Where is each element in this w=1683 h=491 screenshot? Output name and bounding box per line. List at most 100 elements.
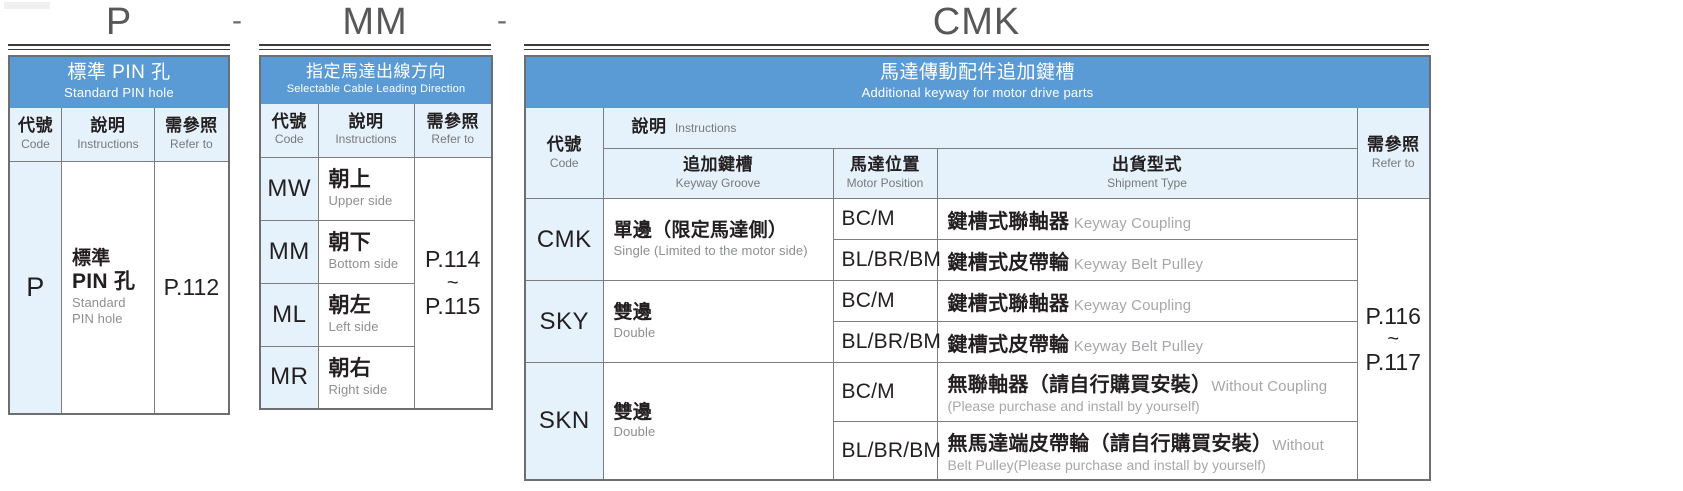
col-header-refer-en: Refer to [1371,155,1415,170]
row-refer-cmk: P.116 ~ P.117 [1356,198,1431,481]
row-refer-cmk-to: P.117 [1365,349,1421,376]
code-title-cmk: CMK [932,1,1021,43]
col-header-motor-position: 馬達位置 Motor Position [832,148,938,200]
row-refer-mm: P.114 ~ P.115 [413,156,493,410]
row-desc-p: 標準 PIN 孔 Standard PIN hole [60,161,155,415]
table-cmk-header: 馬達傳動配件追加鍵槽 Additional keyway for motor d… [524,55,1431,109]
col-header-code-en: Code [274,132,304,147]
col-header-code: 代號 Code [524,107,604,200]
row-code-p: P [8,161,62,415]
row-keyway-skn-zh: 雙邊 [613,401,653,423]
row-shipment-zh: 無聯軸器（請自行購買安裝） [947,374,1212,397]
col-header-code-zh: 代號 [17,116,53,136]
col-header-refer-en: Refer to [431,132,475,147]
table-row: SKY 雙邊 Double BC/M 鍵槽式聯軸器 Keyway Couplin… [524,280,1430,364]
separator-dash-2: - [497,4,507,37]
row-code-cmk: CMK [524,198,604,282]
table-row: MW 朝上 Upper side P.114 ~ P.115 [259,156,493,410]
row-shipment-en: Without [1272,436,1324,454]
row-keyway-sky-en: Double [613,324,656,340]
table-p-header-zh: 標準 PIN 孔 [67,62,171,83]
group-cmk: CMK 馬達傳動配件追加鍵槽 Additional keyway for mot… [524,0,1431,482]
row-desc-mr-zh: 朝右 [328,356,372,380]
table-p: 標準 PIN 孔 Standard PIN hole 代號 Code 說明 In… [8,55,230,415]
rule-p [8,44,230,50]
col-header-instructions-zh: 說明 [631,117,667,137]
row-shipment-zh: 鍵槽式聯軸器 [947,292,1070,315]
col-header-code-en: Code [549,155,579,170]
row-desc-p-en2: PIN hole [71,310,123,326]
col-header-refer: 需參照 Refer to [153,107,230,163]
rule-mm [259,44,491,50]
code-title-mm: MM [342,1,408,43]
row-refer-cmk-from: P.116 [1365,302,1421,329]
col-header-code: 代號 Code [259,102,319,158]
row-shipment-en: Keyway Belt Pulley [1073,255,1204,273]
table-mm-header: 指定馬達出線方向 Selectable Cable Leading Direct… [259,55,493,104]
col-header-instructions: 說明 Instructions [317,102,415,158]
group-p: P 標準 PIN 孔 Standard PIN hole 代號 Code 說明 … [8,0,230,415]
row-desc-ml-en: Left side [328,318,379,334]
row-shipment: 無聯軸器（請自行購買安裝）Without Coupling (Please pu… [936,362,1358,422]
row-code-skn: SKN [524,362,604,481]
group-mm: MM 指定馬達出線方向 Selectable Cable Leading Dir… [259,0,494,411]
table-row: MM 朝下 Bottom side [259,219,492,284]
row-keyway-cmk-en: Single (Limited to the motor side) [613,242,808,258]
row-position: BC/M [832,198,938,241]
col-header-code-en: Code [21,137,50,152]
row-desc-mm-en: Bottom side [328,255,399,271]
col-header-motor-position-zh: 馬達位置 [850,155,920,175]
row-refer-p: P.112 [153,161,230,415]
row-desc-p-zh1: 標準 [71,248,111,269]
table-p-header-en: Standard PIN hole [64,84,174,100]
row-desc-mw-zh: 朝上 [328,168,372,192]
col-header-keyway: 追加鍵槽 Keyway Groove [602,148,834,200]
row-refer-cmk-tilde: ~ [1387,328,1400,351]
row-position: BC/M [832,362,938,422]
row-shipment-zh: 鍵槽式皮帶輪 [947,251,1070,274]
row-keyway-sky-zh: 雙邊 [613,302,653,324]
row-shipment: 鍵槽式皮帶輪 Keyway Belt Pulley [936,321,1358,364]
col-header-instructions-en: Instructions [335,132,397,147]
row-position: BL/BR/BM [832,420,941,481]
row-code-sky: SKY [524,280,604,364]
separator-dash-1: - [232,4,242,37]
table-row: BL/BR/BM 無馬達端皮帶輪（請自行購買安裝）Without Belt Pu… [525,420,1430,481]
row-code-mm: MM [259,219,319,284]
row-shipment-en: Keyway Coupling [1073,214,1192,232]
row-shipment: 鍵槽式皮帶輪 Keyway Belt Pulley [936,239,1358,282]
row-shipment-en: Keyway Coupling [1073,296,1192,314]
table-row: MR 朝右 Right side [259,345,492,410]
row-refer-mm-from: P.114 [425,246,481,273]
row-desc-mm-zh: 朝下 [328,231,372,255]
row-refer-mm-tilde: ~ [446,271,459,294]
col-header-code: 代號 Code [8,107,62,163]
table-cmk-header-en: Additional keyway for motor drive parts [861,84,1094,100]
row-desc-ml: 朝左 Left side [317,282,415,347]
page-artifact [4,2,50,9]
table-row: ML 朝左 Left side [259,282,492,347]
col-header-refer: 需參照 Refer to [413,102,493,158]
table-mm-header-en: Selectable Cable Leading Direction [286,82,466,95]
col-header-code-zh: 代號 [271,111,307,131]
row-code-ml: ML [259,282,319,347]
row-keyway-skn-en: Double [613,424,656,440]
row-code-mr: MR [259,345,319,410]
row-keyway-skn: 雙邊 Double [602,362,834,481]
table-p-header: 標準 PIN 孔 Standard PIN hole [8,55,230,109]
table-cmk-header-zh: 馬達傳動配件追加鍵槽 [879,62,1075,83]
row-position: BL/BR/BM [832,321,941,364]
code-title-p: P [105,1,133,43]
row-shipment: 無馬達端皮帶輪（請自行購買安裝）Without Belt Pulley(Plea… [936,420,1358,481]
col-header-instructions-en: Instructions [674,121,737,136]
col-header-keyway-zh: 追加鍵槽 [683,155,753,175]
table-cmk: 馬達傳動配件追加鍵槽 Additional keyway for motor d… [524,55,1431,482]
row-desc-mr: 朝右 Right side [317,345,415,410]
row-desc-mr-en: Right side [328,381,388,397]
col-header-refer-zh: 需參照 [1367,134,1420,154]
row-shipment-zh: 鍵槽式聯軸器 [947,210,1070,233]
row-keyway-cmk: 單邊（限定馬達側） Single (Limited to the motor s… [602,198,834,282]
row-shipment-zh: 鍵槽式皮帶輪 [947,333,1070,356]
row-shipment-en: Keyway Belt Pulley [1073,337,1204,355]
